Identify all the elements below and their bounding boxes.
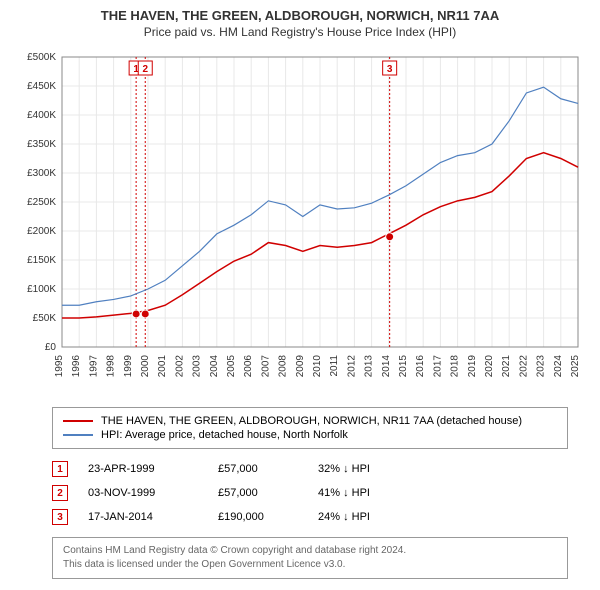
- svg-text:£350K: £350K: [27, 139, 56, 150]
- marker-number-box: 3: [52, 509, 68, 525]
- svg-text:3: 3: [387, 64, 393, 75]
- svg-text:1995: 1995: [54, 355, 65, 378]
- svg-text:£400K: £400K: [27, 110, 56, 121]
- svg-text:2005: 2005: [226, 355, 237, 378]
- legend-swatch-red: [63, 420, 93, 422]
- marker-delta: 32% ↓ HPI: [318, 463, 418, 475]
- svg-text:£100K: £100K: [27, 284, 56, 295]
- marker-number-box: 2: [52, 485, 68, 501]
- legend-row: THE HAVEN, THE GREEN, ALDBOROUGH, NORWIC…: [63, 414, 557, 428]
- svg-text:2024: 2024: [553, 355, 564, 378]
- marker-delta: 24% ↓ HPI: [318, 511, 418, 523]
- marker-row: 2 03-NOV-1999 £57,000 41% ↓ HPI: [52, 481, 568, 505]
- legend-box: THE HAVEN, THE GREEN, ALDBOROUGH, NORWIC…: [52, 407, 568, 449]
- legend-label: HPI: Average price, detached house, Nort…: [101, 429, 348, 441]
- svg-text:£200K: £200K: [27, 226, 56, 237]
- svg-text:2020: 2020: [484, 355, 495, 378]
- chart-subtitle: Price paid vs. HM Land Registry's House …: [12, 25, 588, 39]
- svg-text:2007: 2007: [260, 355, 271, 378]
- svg-text:2021: 2021: [501, 355, 512, 378]
- marker-table: 1 23-APR-1999 £57,000 32% ↓ HPI 2 03-NOV…: [52, 457, 568, 529]
- marker-row: 1 23-APR-1999 £57,000 32% ↓ HPI: [52, 457, 568, 481]
- svg-text:2003: 2003: [192, 355, 203, 378]
- svg-text:2010: 2010: [312, 355, 323, 378]
- line-chart-svg: £0 £50K £100K £150K £200K £250K £300K £350K £400…: [12, 47, 588, 397]
- marker-price: £190,000: [218, 511, 298, 523]
- svg-text:2016: 2016: [415, 355, 426, 378]
- svg-text:2009: 2009: [295, 355, 306, 378]
- svg-text:£300K: £300K: [27, 168, 56, 179]
- svg-text:£500K: £500K: [27, 52, 56, 63]
- svg-text:2018: 2018: [450, 355, 461, 378]
- chart-title: THE HAVEN, THE GREEN, ALDBOROUGH, NORWIC…: [12, 8, 588, 23]
- footer-attribution: Contains HM Land Registry data © Crown c…: [52, 537, 568, 579]
- svg-text:2022: 2022: [518, 355, 529, 378]
- svg-text:2023: 2023: [536, 355, 547, 378]
- marker-price: £57,000: [218, 463, 298, 475]
- svg-text:2019: 2019: [467, 355, 478, 378]
- marker-date: 03-NOV-1999: [88, 487, 198, 499]
- svg-text:£150K: £150K: [27, 255, 56, 266]
- svg-text:2013: 2013: [364, 355, 375, 378]
- marker-number-box: 1: [52, 461, 68, 477]
- marker-delta: 41% ↓ HPI: [318, 487, 418, 499]
- svg-text:2006: 2006: [243, 355, 254, 378]
- marker-date: 17-JAN-2014: [88, 511, 198, 523]
- marker-row: 3 17-JAN-2014 £190,000 24% ↓ HPI: [52, 505, 568, 529]
- chart-plot: £0 £50K £100K £150K £200K £250K £300K £350K £400…: [12, 47, 588, 397]
- svg-text:2004: 2004: [209, 355, 220, 378]
- svg-text:2000: 2000: [140, 355, 151, 378]
- svg-text:1998: 1998: [106, 355, 117, 378]
- svg-text:2011: 2011: [329, 355, 340, 377]
- svg-text:2002: 2002: [174, 355, 185, 378]
- svg-text:2014: 2014: [381, 355, 392, 378]
- svg-text:2: 2: [142, 64, 148, 75]
- marker-price: £57,000: [218, 487, 298, 499]
- svg-text:£0: £0: [45, 342, 57, 353]
- chart-container: THE HAVEN, THE GREEN, ALDBOROUGH, NORWIC…: [0, 0, 600, 587]
- svg-text:2025: 2025: [570, 355, 581, 378]
- svg-text:£50K: £50K: [33, 313, 57, 324]
- svg-text:2012: 2012: [346, 355, 357, 378]
- svg-text:2001: 2001: [157, 355, 168, 378]
- legend-swatch-blue: [63, 434, 93, 436]
- svg-text:1999: 1999: [123, 355, 134, 378]
- legend-row: HPI: Average price, detached house, Nort…: [63, 428, 557, 442]
- footer-line: Contains HM Land Registry data © Crown c…: [63, 544, 557, 558]
- legend-label: THE HAVEN, THE GREEN, ALDBOROUGH, NORWIC…: [101, 415, 522, 427]
- svg-text:1996: 1996: [71, 355, 82, 378]
- svg-text:£250K: £250K: [27, 197, 56, 208]
- marker-date: 23-APR-1999: [88, 463, 198, 475]
- footer-line: This data is licensed under the Open Gov…: [63, 558, 557, 572]
- svg-text:1997: 1997: [88, 355, 99, 378]
- svg-text:£450K: £450K: [27, 81, 56, 92]
- svg-text:2017: 2017: [432, 355, 443, 378]
- svg-text:2008: 2008: [278, 355, 289, 378]
- svg-text:2015: 2015: [398, 355, 409, 378]
